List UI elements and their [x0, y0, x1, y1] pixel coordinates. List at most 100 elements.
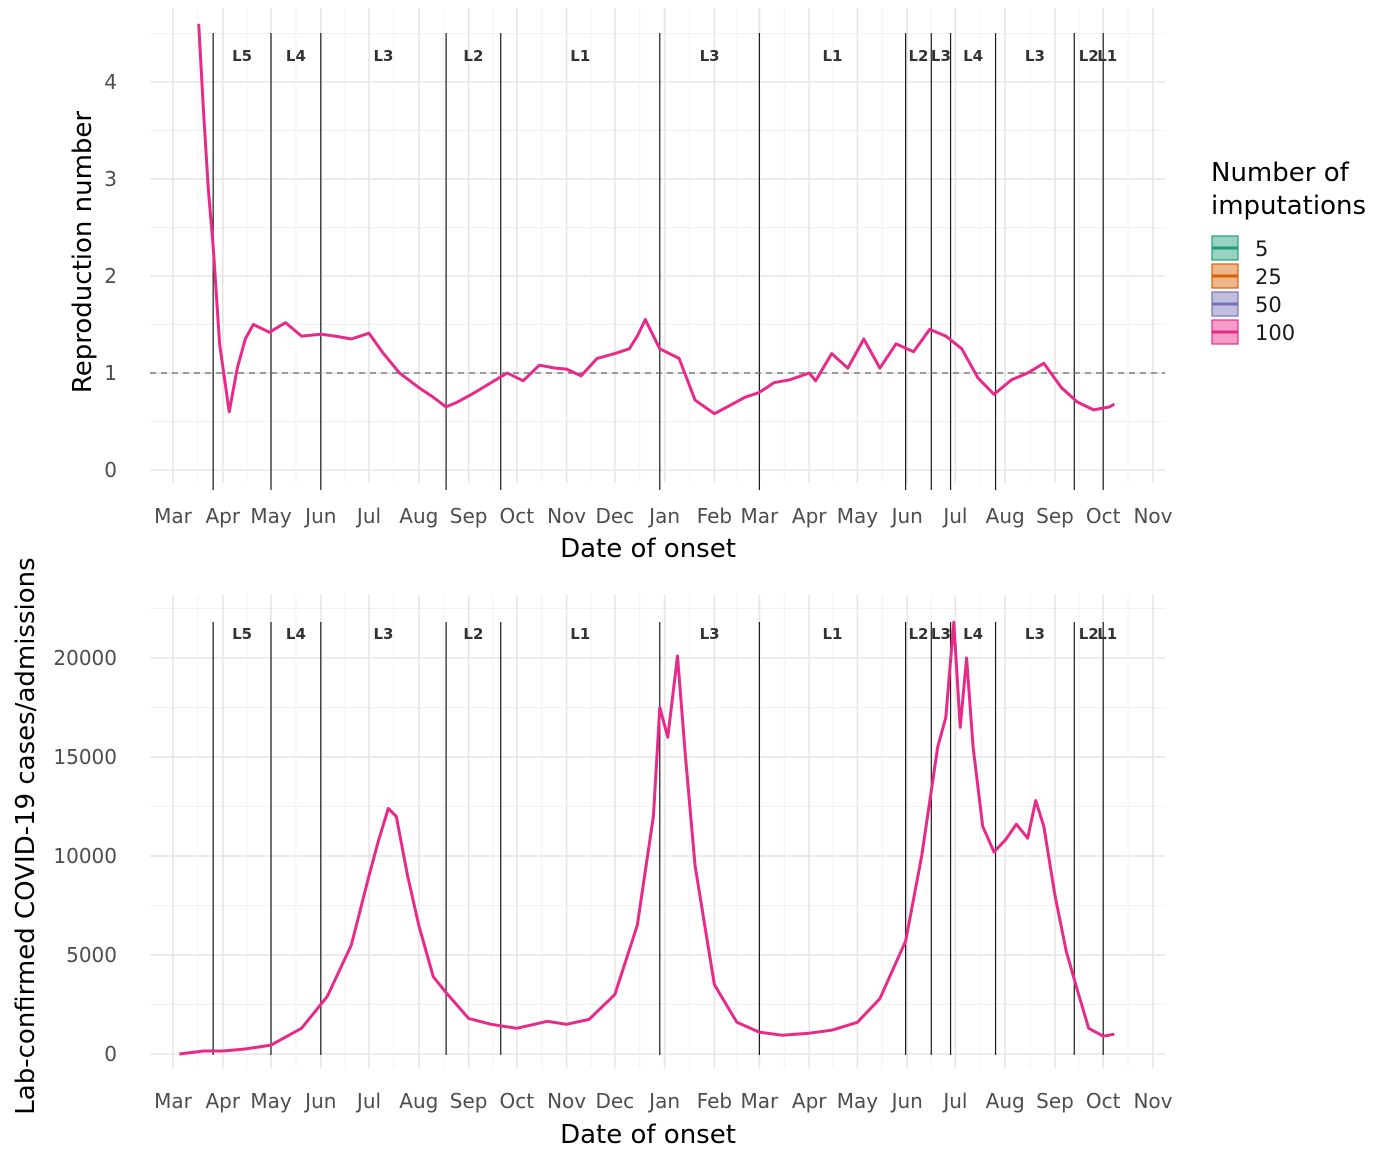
x-tick-label: Feb — [697, 1089, 732, 1113]
y-axis-title-bottom: Lab-confirmed COVID-19 cases/admissions — [11, 557, 41, 1114]
x-tick-label: Oct — [500, 504, 535, 528]
x-tick-label: Sep — [450, 504, 488, 528]
region-label: L3 — [1025, 47, 1045, 65]
x-tick-label: Jan — [647, 1089, 680, 1113]
region-label: L2 — [908, 625, 928, 643]
legend-item-25: 25 — [1211, 263, 1282, 289]
x-tick-label: Oct — [500, 1089, 535, 1113]
region-label: L3 — [931, 625, 951, 643]
region-label: L2 — [1079, 625, 1099, 643]
x-tick-label: Jul — [355, 504, 381, 528]
series-line-100 — [179, 620, 1115, 1056]
x-tick-label: Apr — [792, 504, 827, 528]
x-tick-label: Oct — [1086, 1089, 1121, 1113]
x-tick-label: Jul — [941, 504, 967, 528]
x-tick-label: Apr — [205, 1089, 240, 1113]
x-tick-label: May — [250, 1089, 292, 1113]
x-tick-label: Apr — [792, 1089, 827, 1113]
region-label: L4 — [286, 625, 306, 643]
x-axis-title-bottom: Date of onset — [560, 1120, 736, 1150]
region-label: L3 — [373, 625, 393, 643]
x-tick-label: Jan — [647, 504, 680, 528]
y-tick-label: 2 — [104, 264, 117, 288]
gridlines-bottom — [150, 595, 1165, 1068]
gridlines-top — [150, 8, 1165, 483]
region-label: L1 — [1097, 625, 1117, 643]
x-tick-label: Dec — [595, 504, 634, 528]
y-axis-title-top: Reproduction number — [68, 111, 98, 394]
x-tick-label: Sep — [1036, 1089, 1074, 1113]
legend-items: 5 25 50 100 — [1211, 235, 1295, 345]
legend-title-line2: imputations — [1211, 191, 1366, 221]
x-tick-label: Jul — [941, 1089, 967, 1113]
x-tick-label: Aug — [986, 504, 1025, 528]
x-tick-label: Jul — [355, 1089, 381, 1113]
x-tick-label: May — [250, 504, 292, 528]
legend-item-100: 100 — [1211, 319, 1295, 345]
legend-label: 100 — [1255, 321, 1295, 345]
y-tick-label: 5000 — [66, 943, 117, 967]
x-tick-label: Mar — [154, 504, 193, 528]
region-label: L2 — [908, 47, 928, 65]
region-label: L2 — [463, 47, 483, 65]
legend-label: 5 — [1255, 237, 1268, 261]
x-tick-label: Mar — [741, 1089, 780, 1113]
x-tick-label: Feb — [697, 504, 732, 528]
x-tick-labels-bottom: Mar Apr May Jun Jul Aug Sep Oct Nov Dec Jan Feb Mar A… — [154, 1089, 1173, 1113]
x-tick-label: Sep — [1036, 504, 1074, 528]
region-label: L1 — [570, 625, 590, 643]
region-label: L3 — [931, 47, 951, 65]
x-tick-labels-top: Mar Apr May Jun Jul Aug Sep Oct Nov Dec Jan Feb Mar A… — [154, 504, 1173, 528]
x-tick-label: Aug — [986, 1089, 1025, 1113]
x-tick-label: May — [837, 504, 879, 528]
y-tick-label: 1 — [104, 361, 117, 385]
region-label: L2 — [1079, 47, 1099, 65]
region-label: L2 — [463, 625, 483, 643]
x-tick-label: Nov — [547, 504, 586, 528]
y-tick-label: 15000 — [53, 745, 117, 769]
x-tick-label: Oct — [1086, 504, 1121, 528]
x-tick-label: Apr — [205, 504, 240, 528]
legend-title-line1: Number of — [1211, 158, 1350, 188]
series-line-100 — [197, 23, 1116, 416]
region-label: L3 — [700, 625, 720, 643]
x-tick-label: Nov — [547, 1089, 586, 1113]
x-tick-label: Aug — [399, 504, 438, 528]
region-label: L4 — [963, 47, 983, 65]
x-tick-label: Jun — [303, 504, 336, 528]
legend-label: 50 — [1255, 293, 1282, 317]
region-label: L3 — [1025, 625, 1045, 643]
legend: Number of imputations 5 25 50 100 — [1211, 158, 1366, 345]
x-tick-label: Nov — [1133, 1089, 1172, 1113]
region-label: L5 — [232, 47, 252, 65]
x-tick-label: Jun — [303, 1089, 336, 1113]
x-tick-label: Mar — [741, 504, 780, 528]
region-label: L3 — [373, 47, 393, 65]
x-tick-label: Sep — [450, 1089, 488, 1113]
y-tick-label: 0 — [104, 458, 117, 482]
region-label: L4 — [286, 47, 306, 65]
x-tick-label: Nov — [1133, 504, 1172, 528]
region-label: L5 — [232, 625, 252, 643]
y-tick-label: 4 — [104, 70, 117, 94]
x-axis-title-top: Date of onset — [560, 534, 736, 564]
y-tick-label: 10000 — [53, 844, 117, 868]
legend-item-50: 50 — [1211, 291, 1282, 317]
region-label: L1 — [822, 625, 842, 643]
legend-item-5: 5 — [1211, 235, 1268, 261]
y-tick-labels-top: 0 1 2 3 4 — [104, 70, 117, 482]
x-tick-label: Jun — [890, 504, 923, 528]
y-tick-labels-bottom: 0 5000 10000 15000 20000 — [53, 646, 117, 1066]
x-tick-label: Dec — [595, 1089, 634, 1113]
region-label: L1 — [570, 47, 590, 65]
series-top — [197, 23, 1116, 416]
x-tick-label: Aug — [399, 1089, 438, 1113]
y-tick-label: 3 — [104, 167, 117, 191]
legend-label: 25 — [1255, 265, 1282, 289]
region-label: L4 — [963, 625, 983, 643]
